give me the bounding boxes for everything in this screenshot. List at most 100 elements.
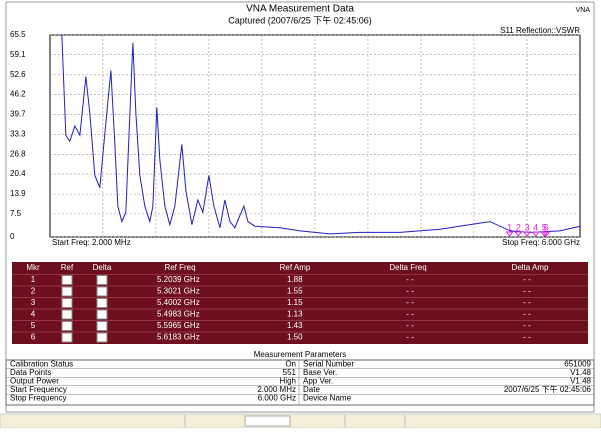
cell: - - (523, 287, 531, 296)
column-header: Delta (93, 263, 112, 272)
trace-label: S11 Reflection::VSWR (500, 26, 580, 35)
y-tick-label: 46.2 (10, 90, 26, 99)
cell: Serial Number (303, 360, 354, 369)
stop-label: Stop Freq: 6.000 GHz (502, 238, 580, 247)
ref-checkbox[interactable] (61, 332, 73, 343)
subtitle: Captured (2007/6/25 下午 02:45:06) (228, 14, 372, 25)
cell: 551 (283, 368, 297, 377)
cell: 2.000 MHz (257, 385, 296, 394)
cell: 6 (31, 333, 36, 342)
cell: V1.48 (570, 368, 591, 377)
marker-symbol (542, 231, 551, 237)
cell: 2 (31, 287, 36, 296)
cell: 5.6183 GHz (157, 333, 200, 342)
ref-checkbox[interactable] (61, 275, 73, 285)
delta-checkbox[interactable] (96, 298, 108, 308)
cell: Data Points (10, 368, 51, 377)
cell: Output Power (10, 377, 59, 386)
column-header: Ref Freq (164, 263, 195, 272)
y-tick-label: 0 (10, 232, 15, 241)
cell: 5.4983 GHz (157, 310, 200, 319)
y-tick-label: 59.1 (10, 50, 26, 59)
ref-checkbox[interactable] (61, 286, 73, 297)
y-tick-label: 52.6 (10, 70, 26, 79)
cell: - - (523, 333, 531, 342)
cell: 5.4002 GHz (157, 298, 200, 307)
cell: 5 (31, 321, 36, 330)
cell: Start Frequency (10, 385, 67, 394)
cell: 4 (31, 310, 36, 319)
page-frame (5, 1, 595, 413)
marker-label: 5 (542, 222, 547, 232)
marker-label: 1 (507, 222, 512, 232)
cell: 651009 (564, 360, 591, 369)
cell: 6.000 GHz (258, 394, 296, 403)
column-header: Delta Freq (389, 263, 426, 272)
params-title: Measurement Parameters (254, 350, 346, 359)
delta-checkbox[interactable] (96, 321, 108, 331)
cell: - - (406, 298, 414, 307)
cell: 1.50 (287, 333, 303, 342)
y-tick-label: 13.9 (10, 189, 26, 198)
ref-checkbox[interactable] (61, 309, 73, 320)
cell: - - (523, 321, 531, 330)
y-tick-label: 33.3 (10, 129, 26, 138)
marker-label: 6 (544, 222, 549, 232)
trace (61, 34, 581, 235)
cell: - - (523, 310, 531, 319)
marker-table (12, 262, 588, 344)
y-tick-label: 26.8 (10, 149, 26, 158)
marker-symbol (531, 231, 540, 237)
cell: V1.48 (570, 377, 591, 386)
marker-label: 2 (516, 222, 521, 232)
start-label: Start Freq: 2.000 MHz (52, 238, 131, 247)
delta-checkbox[interactable] (96, 309, 108, 320)
marker-label: 4 (533, 222, 538, 232)
y-tick-label: 7.5 (10, 209, 22, 218)
status-bar (0, 413, 601, 429)
cell: Stop Frequency (10, 394, 66, 403)
delta-checkbox[interactable] (96, 275, 108, 285)
cell: 1 (31, 275, 36, 284)
marker-label: 3 (524, 222, 529, 232)
column-header: Mkr (26, 263, 40, 272)
cell: 3 (31, 298, 36, 307)
params-table (5, 359, 595, 406)
cell: - - (406, 333, 414, 342)
cell: 1.15 (287, 298, 303, 307)
delta-checkbox[interactable] (96, 332, 108, 343)
cell: 2007/6/25 下午 02:45:06 (504, 384, 592, 394)
cell: - - (406, 287, 414, 296)
cell: Device Name (303, 394, 352, 403)
y-tick-label: 39.7 (10, 110, 26, 119)
cell: 5.3021 GHz (157, 287, 200, 296)
cell: 5.2039 GHz (157, 275, 200, 284)
cell: Calibration Status (10, 360, 73, 369)
column-header: Ref Amp (280, 263, 311, 272)
ref-checkbox[interactable] (61, 298, 73, 308)
corner-label: VNA (576, 7, 591, 14)
cell: App Ver. (303, 377, 333, 386)
cell: High (280, 377, 296, 386)
cell: 1.55 (287, 287, 303, 296)
cell: - - (523, 298, 531, 307)
marker-symbol (523, 231, 531, 237)
y-tick-label: 65.5 (10, 30, 26, 39)
cell: - - (406, 310, 414, 319)
delta-checkbox[interactable] (96, 286, 108, 297)
cell: 1.13 (287, 310, 303, 319)
cell: - - (523, 275, 531, 284)
cell: - - (406, 275, 414, 284)
title: VNA Measurement Data (246, 4, 354, 15)
status-box[interactable] (244, 415, 291, 427)
column-header: Ref (61, 263, 74, 272)
cell: 1.88 (287, 275, 303, 284)
cell: On (285, 360, 296, 369)
marker-symbol (514, 231, 523, 237)
y-tick-label: 20.4 (10, 169, 26, 178)
ref-checkbox[interactable] (61, 321, 73, 331)
cell: 1.43 (287, 321, 303, 330)
cell: Base Ver. (303, 368, 337, 377)
cell: Date (303, 385, 320, 394)
